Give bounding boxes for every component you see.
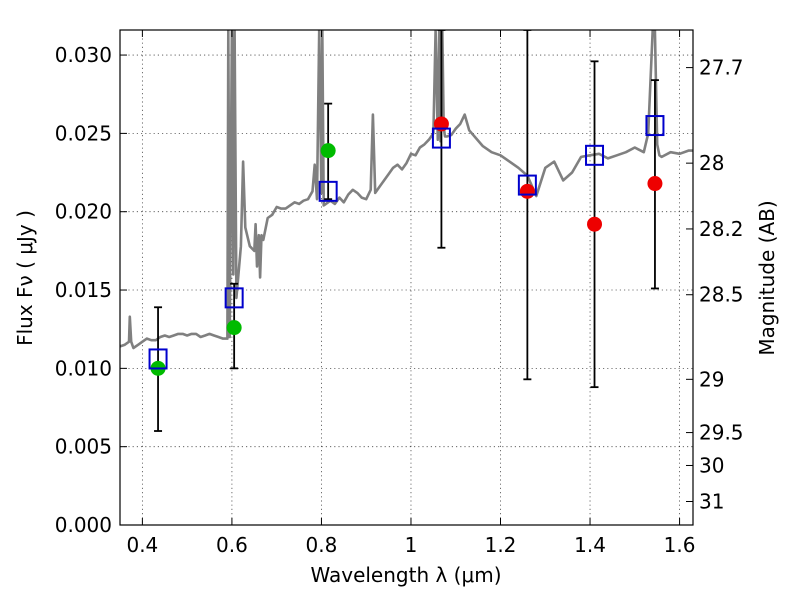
x-tick-label: 1.2 [485,533,517,557]
data-point [226,320,242,336]
data-point [519,183,535,199]
y-axis-label: Flux Fν ( μJy ) [13,210,37,346]
y2-tick-label: 29.5 [699,421,744,445]
model-square [431,127,451,149]
data-point [647,176,663,192]
x-tick-label: 0.6 [216,533,248,557]
y2-tick-label: 29 [699,367,724,391]
y2-tick-label: 30 [699,453,724,477]
y-tick-label: 0.005 [55,435,112,459]
grid [120,30,693,526]
y2-tick-labels: 27.7 28 28.2 28.5 29 29.5 30 31 [699,56,744,514]
y-tick-label: 0.030 [55,43,112,67]
model-squares [148,115,665,370]
data-point [587,216,603,232]
y-tick-label: 0.025 [55,121,112,145]
y2-tick-label: 31 [699,490,724,514]
y-tick-label: 0.020 [55,200,112,224]
x-tick-label: 0.4 [126,533,158,557]
y2-tick-label: 27.7 [699,56,744,80]
data-point [320,143,336,159]
x-tick-label: 1.6 [664,533,696,557]
y2-tick-label: 28 [699,151,724,175]
x-tick-label: 1 [405,533,418,557]
model-square [318,180,338,202]
x-tick-labels: 0.4 0.6 0.8 1 1.2 1.4 1.6 [126,533,695,557]
tick-marks [120,30,693,526]
y-tick-label: 0.000 [55,513,112,537]
y-tick-label: 0.015 [55,278,112,302]
x-axis-label: Wavelength λ (μm) [310,563,501,587]
model-square [517,174,537,196]
model-square [224,287,244,309]
plot-area [120,30,693,432]
spectrum-line [120,30,693,350]
model-square [645,115,665,137]
y2-tick-label: 28.5 [699,283,744,307]
y-tick-labels: 0.000 0.005 0.010 0.015 0.020 0.025 0.030 [55,43,112,537]
model-square [585,144,605,166]
x-tick-label: 0.8 [306,533,338,557]
plot-frame [119,29,694,526]
model-square [148,348,168,370]
y2-tick-label: 28.2 [699,217,744,241]
x-tick-label: 1.4 [574,533,606,557]
y2-axis-label: Magnitude (AB) [755,200,779,355]
y-tick-label: 0.010 [55,356,112,380]
